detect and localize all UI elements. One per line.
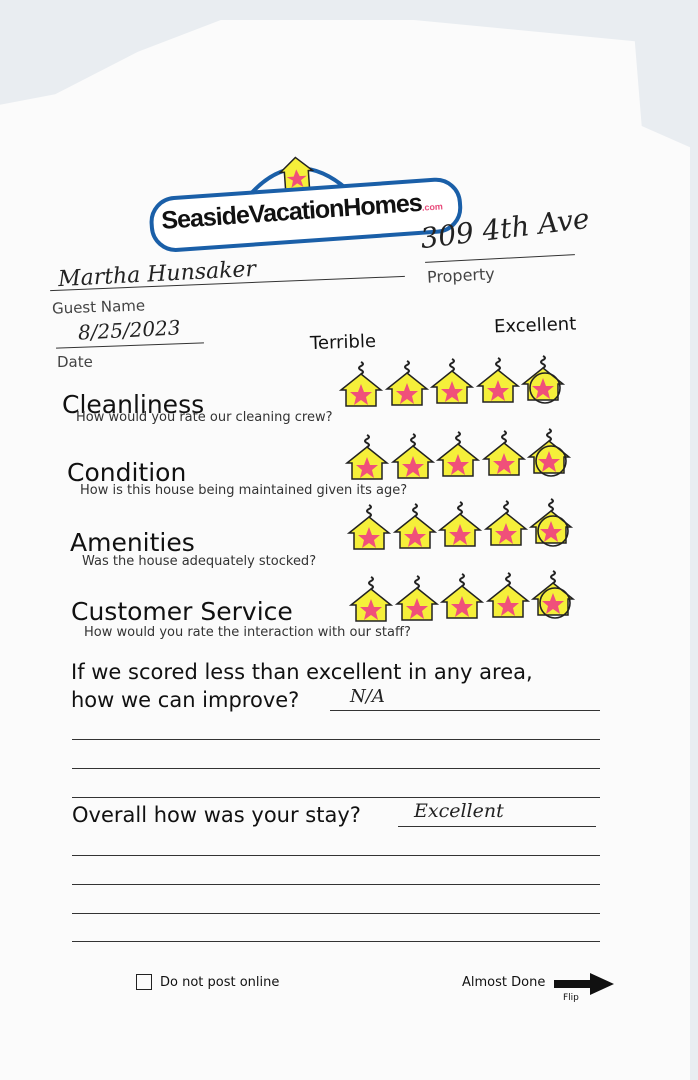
rating-house-5[interactable] <box>530 569 576 619</box>
answer-line <box>72 913 600 914</box>
guest-name-label: Guest Name <box>51 296 146 318</box>
rating-house-3[interactable] <box>439 572 485 620</box>
answer-line <box>398 826 596 827</box>
answer-line <box>72 941 600 942</box>
scale-low-label: Terrible <box>309 330 377 355</box>
arrow-right-icon[interactable] <box>554 973 616 995</box>
improve-answer[interactable]: N/A <box>350 686 385 707</box>
rating-house-4[interactable] <box>483 499 528 547</box>
rating-house-5[interactable] <box>526 427 572 477</box>
category-question: How is this house being maintained given… <box>80 483 408 498</box>
category-title: Customer Service <box>71 597 293 626</box>
rating-house-4[interactable] <box>475 356 520 404</box>
date-label: Date <box>57 353 93 371</box>
answer-line <box>72 739 600 740</box>
logo-house-icon <box>246 156 348 199</box>
category-title: Condition <box>67 458 187 487</box>
rating-house-2[interactable] <box>390 432 435 480</box>
rating-house-4[interactable] <box>485 571 530 619</box>
category-question: Was the house adequately stocked? <box>82 554 317 569</box>
improve-prompt-line2: how we can improve? <box>71 688 300 712</box>
rating-house-1[interactable] <box>346 503 392 551</box>
rating-house-4[interactable] <box>481 429 526 477</box>
answer-line <box>330 710 600 711</box>
rating-house-1[interactable] <box>348 575 394 623</box>
logo: SeasideVacationHomes.com <box>145 134 464 255</box>
scale-high-label: Excellent <box>493 313 577 338</box>
rating-house-5[interactable] <box>520 354 566 404</box>
rating-house-5[interactable] <box>528 497 574 547</box>
rating-house-1[interactable] <box>344 433 390 481</box>
category-title: Cleanliness <box>62 390 205 419</box>
rating-house-2[interactable] <box>384 359 429 407</box>
answer-line <box>72 797 600 798</box>
overall-answer[interactable]: Excellent <box>414 800 504 822</box>
do-not-post-label: Do not post online <box>160 975 280 990</box>
rating-house-3[interactable] <box>437 500 483 548</box>
rating-house-3[interactable] <box>435 430 481 478</box>
answer-line <box>72 768 600 769</box>
category-title: Amenities <box>70 528 195 557</box>
answer-line <box>72 855 600 856</box>
overall-prompt: Overall how was your stay? <box>72 803 361 827</box>
rating-house-1[interactable] <box>338 360 384 408</box>
do-not-post-checkbox[interactable] <box>136 974 152 990</box>
rating-house-2[interactable] <box>394 574 439 622</box>
flip-label: Flip <box>563 993 579 1003</box>
rating-house-2[interactable] <box>392 502 437 550</box>
rating-house-3[interactable] <box>429 357 475 405</box>
answer-line <box>72 884 600 885</box>
property-label: Property <box>426 264 496 287</box>
improve-prompt-line1: If we scored less than excellent in any … <box>71 660 533 684</box>
almost-done-label: Almost Done <box>462 975 546 990</box>
category-question: How would you rate the interaction with … <box>84 625 411 640</box>
category-question: How would you rate our cleaning crew? <box>76 410 333 425</box>
logo-suffix: .com <box>421 201 444 213</box>
